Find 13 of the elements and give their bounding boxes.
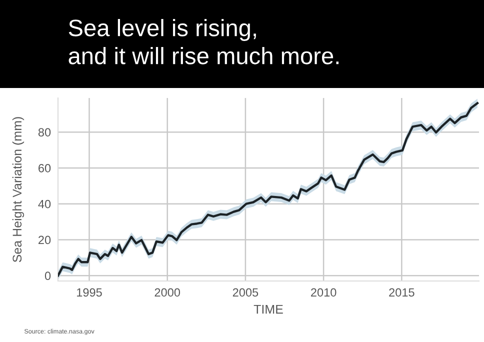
y-tick-label: 60 xyxy=(38,164,51,172)
x-tick-label: 2005 xyxy=(232,288,258,297)
x-tick-label: 2010 xyxy=(311,288,336,297)
y-tick-label: 20 xyxy=(38,236,51,244)
y-tick-label: 80 xyxy=(38,128,51,136)
y-tick-label: 0 xyxy=(44,272,51,280)
y-tick-label: 40 xyxy=(38,200,51,208)
y-axis-title: Sea Height Variation (mm) xyxy=(12,117,24,262)
x-tick-label: 1995 xyxy=(77,288,102,297)
x-tick-label: 2000 xyxy=(154,288,180,297)
x-axis-title: TIME xyxy=(254,304,283,314)
chart-title: Sea level is rising, and it will rise much more. xyxy=(68,18,339,64)
x-tick-label: 2015 xyxy=(389,288,414,297)
